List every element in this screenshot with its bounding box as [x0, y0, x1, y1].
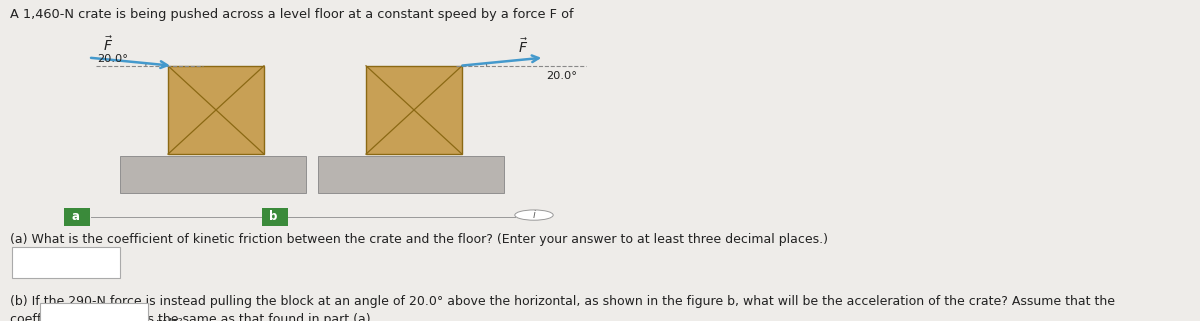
Text: (a) What is the coefficient of kinetic friction between the crate and the floor?: (a) What is the coefficient of kinetic f…: [10, 233, 828, 246]
Text: (b) If the 290-N force is instead pulling the block at an angle of 20.0° above t: (b) If the 290-N force is instead pullin…: [10, 295, 1115, 308]
Text: b: b: [270, 210, 277, 223]
Text: a: a: [72, 210, 79, 223]
Bar: [262, 208, 288, 226]
Bar: [12, 247, 120, 278]
Circle shape: [515, 210, 553, 220]
Bar: [64, 208, 90, 226]
Text: i: i: [533, 210, 535, 220]
Bar: [318, 156, 504, 193]
Text: A 1,460-N crate is being pushed across a level floor at a constant speed by a fo: A 1,460-N crate is being pushed across a…: [10, 8, 577, 21]
Bar: [168, 66, 264, 154]
Text: coefficient of friction is the same as that found in part (a).: coefficient of friction is the same as t…: [10, 313, 374, 321]
Text: 20.0°: 20.0°: [546, 71, 577, 81]
Bar: [120, 156, 306, 193]
Bar: [366, 66, 462, 154]
Text: $\vec{F}$: $\vec{F}$: [103, 36, 113, 54]
Bar: [40, 303, 148, 321]
Text: m/s²: m/s²: [156, 316, 184, 321]
Text: $\vec{F}$: $\vec{F}$: [517, 37, 528, 56]
Text: 20.0°: 20.0°: [97, 54, 128, 64]
